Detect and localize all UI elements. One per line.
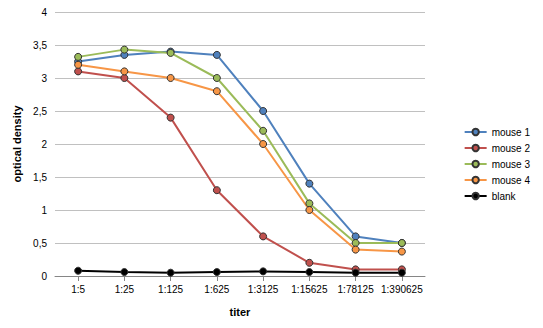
- svg-text:1:5: 1:5: [71, 284, 85, 295]
- svg-text:1:3125: 1:3125: [248, 284, 279, 295]
- svg-text:mouse 1: mouse 1: [492, 127, 531, 138]
- svg-text:mouse 4: mouse 4: [492, 175, 531, 186]
- svg-text:1,5: 1,5: [33, 172, 47, 183]
- svg-text:0,5: 0,5: [33, 238, 47, 249]
- svg-text:titer: titer: [230, 306, 252, 318]
- svg-text:2: 2: [41, 139, 47, 150]
- svg-text:blank: blank: [492, 191, 517, 202]
- svg-text:1: 1: [41, 205, 47, 216]
- svg-text:1:15625: 1:15625: [291, 284, 328, 295]
- svg-text:4: 4: [41, 7, 47, 18]
- svg-text:1:78125: 1:78125: [338, 284, 375, 295]
- svg-text:1:25: 1:25: [115, 284, 135, 295]
- svg-text:1:625: 1:625: [204, 284, 229, 295]
- svg-text:1:390625: 1:390625: [381, 284, 423, 295]
- svg-text:3: 3: [41, 73, 47, 84]
- svg-text:optical density: optical density: [11, 105, 23, 183]
- svg-text:1:125: 1:125: [158, 284, 183, 295]
- svg-text:0: 0: [41, 271, 47, 282]
- svg-text:3,5: 3,5: [33, 40, 47, 51]
- svg-text:mouse 2: mouse 2: [492, 143, 531, 154]
- svg-text:2,5: 2,5: [33, 106, 47, 117]
- svg-text:mouse 3: mouse 3: [492, 159, 531, 170]
